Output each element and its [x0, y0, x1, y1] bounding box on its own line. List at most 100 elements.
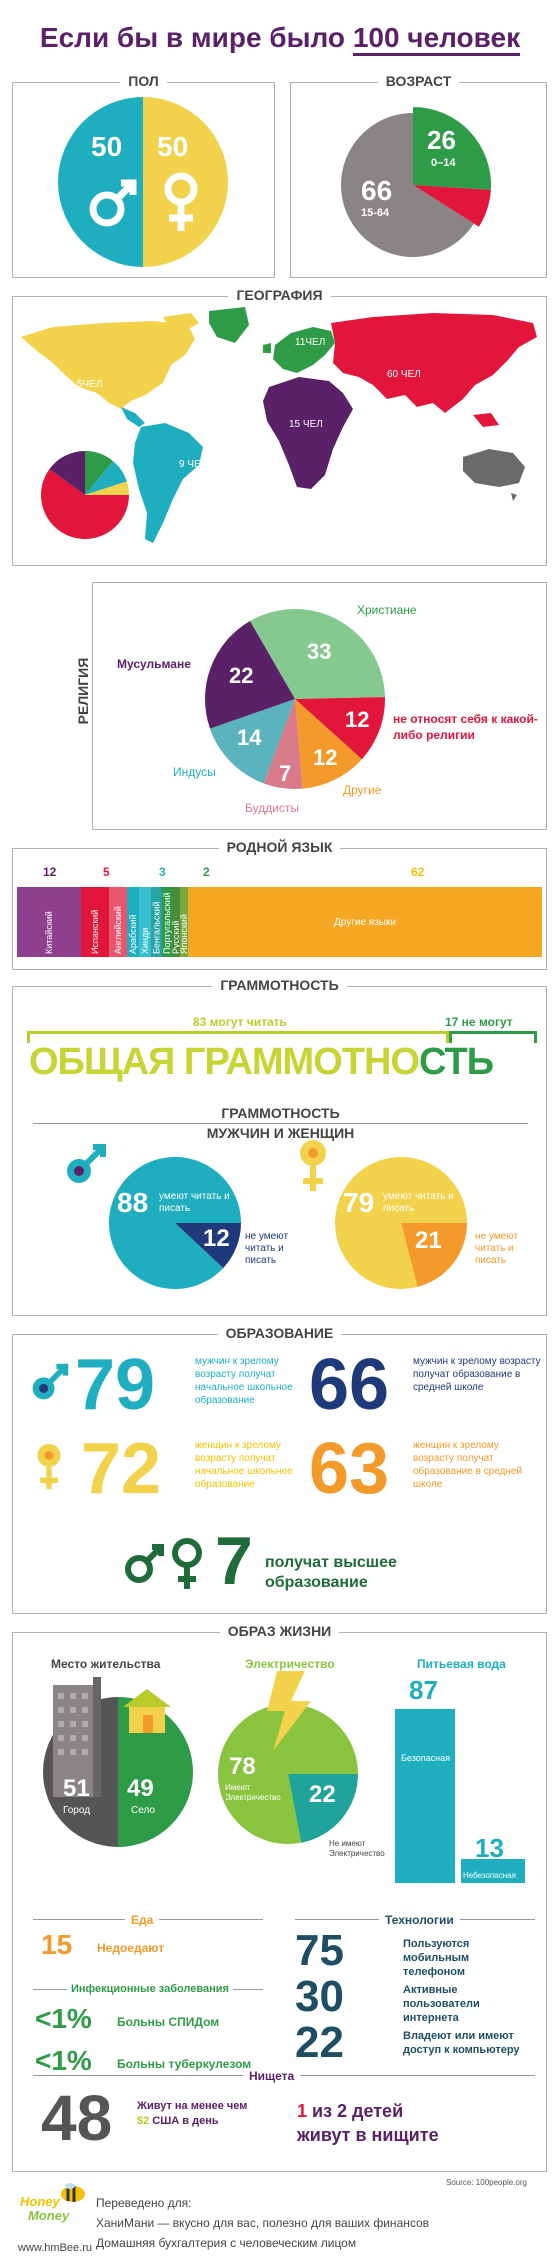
- title-prefix: Если бы в мире было: [39, 22, 353, 53]
- others-value: 12: [313, 745, 338, 770]
- footer-line2: ХаниМани — вкусно для вас, полезно для в…: [96, 2216, 430, 2230]
- poverty-label-b: США в день: [149, 2115, 219, 2127]
- geography-panel: ГЕОГРАФИЯ 5ЧЕЛ 11ЧЕЛ 60 ЧЕЛ 15 ЧЕЛ 9 ЧЕЛ: [12, 287, 547, 566]
- rel-slice-hindus: [210, 699, 295, 784]
- water-safe-label: Безопасная: [401, 1753, 450, 1763]
- label-asia: 60 ЧЕЛ: [387, 369, 421, 380]
- electricity-pie: [218, 1704, 358, 1844]
- el-no-slice: [288, 1774, 358, 1843]
- bee-icon: [61, 2183, 85, 2202]
- women-can-slice: [335, 1157, 467, 1289]
- age-a-value: 26: [427, 125, 456, 155]
- women-cannot-label: не умеют читать и писать: [475, 1231, 519, 1266]
- footer-site[interactable]: www.hmBee.ru: [18, 2242, 92, 2254]
- women-literacy-pie: [335, 1157, 467, 1289]
- lang-bengali: Бенгальский: [151, 887, 162, 957]
- residence-title: Место жительства: [51, 1657, 161, 1671]
- label-north-america: 5ЧЕЛ: [77, 379, 103, 390]
- label-europe: 11ЧЕЛ: [295, 337, 326, 348]
- religion-pie: [205, 609, 385, 789]
- lang-spanish: Испанский: [81, 887, 109, 957]
- hindus-value: 14: [237, 725, 262, 750]
- infect-title: Инфекционные заболевания: [67, 1983, 233, 1995]
- muslims-value: 22: [229, 663, 254, 688]
- women-cannot-slice: [401, 1223, 467, 1287]
- geo-slice-asia: [41, 469, 129, 539]
- label-africa: 15 ЧЕЛ: [289, 419, 323, 430]
- cannot-read-bracket: [449, 1031, 537, 1043]
- food-title: Еда: [125, 1913, 160, 1927]
- lang-num-arabic: 2: [203, 865, 210, 879]
- poverty-label-money: $2: [137, 2115, 150, 2127]
- male-small-icon: [67, 1144, 106, 1183]
- age-c-value: 66: [361, 175, 393, 206]
- language-bar: Китайский Испанский Английский Арабский …: [17, 887, 542, 957]
- logo-money: Money: [28, 2208, 70, 2223]
- lang-english: Английский: [109, 887, 127, 957]
- men-cannot-label: не умеют читать и писать: [245, 1231, 289, 1266]
- rel-slice-christians: [250, 609, 385, 699]
- mobile-value: 75: [295, 1926, 344, 1975]
- rel-slice-buddhists: [263, 699, 303, 789]
- poverty-value: 48: [41, 2082, 113, 2154]
- nonrel-value: 12: [345, 707, 370, 732]
- m-primary-value: 79: [75, 1345, 156, 1425]
- title-highlight: 100 человек: [352, 22, 521, 56]
- rel-slice-others: [295, 699, 362, 789]
- f-secondary-value: 63: [309, 1429, 390, 1509]
- age-b-value: 08: [497, 169, 526, 199]
- computer-label: Владеют или имеют доступ к компьютеру: [403, 2030, 520, 2056]
- page-title: Если бы в мире было 100 человек: [0, 22, 560, 56]
- religion-title: РЕЛИГИЯ: [75, 651, 91, 731]
- higher-label: получат высшее образование: [265, 1554, 397, 1591]
- others-label: Другие: [343, 783, 382, 797]
- kids-label-a: из 2 детей: [307, 2101, 404, 2121]
- rel-slice-muslims: [205, 621, 295, 729]
- el-yes-label: Имеют Электричество: [225, 1783, 281, 1802]
- el-yes-slice: [218, 1704, 358, 1844]
- literacy-panel: ГРАММОТНОСТЬ 83 могут читать 17 не могут…: [12, 977, 547, 1316]
- kids-label-b: живут в нищите: [297, 2125, 439, 2145]
- men-can-label: умеют читать и писать: [159, 1191, 230, 1214]
- education-title: ОБРАЗОВАНИЕ: [217, 1325, 342, 1341]
- language-panel: РОДНОЙ ЯЗЫК 12 5 3 2 62 Китайский Испанс…: [12, 839, 547, 970]
- el-no-label: Не имеют Электричество: [329, 1839, 385, 1858]
- water-unsafe-bar: [461, 1859, 525, 1883]
- city-value: 51: [63, 1775, 90, 1802]
- computer-value: 22: [295, 2018, 344, 2067]
- kids-line1: 1 из 2 детей: [297, 2101, 403, 2122]
- lang-num-chinese: 12: [43, 865, 57, 879]
- footer-line3: Домашняя бухгалтерия с человеческим лицо…: [96, 2236, 357, 2250]
- aids-label: Больны СПИДом: [117, 2015, 220, 2029]
- women-can-label: умеют читать и писать: [383, 1191, 454, 1214]
- male-female-higher-icon: [125, 1538, 202, 1589]
- f-primary-label: женщин к зрелому возрасту получат началь…: [195, 1440, 293, 1490]
- can-read-bracket: [27, 1031, 449, 1043]
- water-unsafe-value: 13: [475, 1833, 504, 1863]
- nonrel-label: не относят себя к какой-либо религии: [393, 712, 538, 742]
- age-panel: ВОЗРАСТ 26 0–14 08 65 + 66 15-64: [290, 73, 547, 278]
- lang-other: Другие языки: [188, 887, 542, 957]
- age-slice-b: [413, 185, 491, 227]
- can-read-label: 83 могут читать: [193, 1015, 287, 1029]
- literacy-title: ГРАММОТНОСТЬ: [212, 977, 347, 993]
- muslims-label: Мусульмане: [117, 657, 191, 671]
- label-south-america: 9 ЧЕЛ: [179, 459, 208, 470]
- buddhists-value: 7: [279, 761, 292, 786]
- aids-value: <1%: [35, 2003, 92, 2034]
- age-slice-a: [413, 107, 491, 190]
- men-can-value: 88: [117, 1187, 149, 1218]
- gender-chart: [58, 97, 228, 267]
- female-edu-icon: [37, 1443, 61, 1490]
- lifestyle-panel: ОБРАЗ ЖИЗНИ Место жительства Электричест…: [12, 1623, 547, 2172]
- m-secondary-label: мужчин к зрелому возрасту получат образо…: [413, 1356, 541, 1393]
- buddhists-label: Буддисты: [245, 801, 300, 815]
- language-title: РОДНОЙ ЯЗЫК: [218, 839, 341, 855]
- men-can-slice: [108, 1157, 241, 1289]
- lang-num-english: 3: [159, 865, 166, 879]
- kids-num: 1: [297, 2101, 308, 2121]
- lang-arabic: Арабский: [127, 887, 139, 957]
- tb-label: Больны туберкулезом: [117, 2057, 252, 2071]
- water-safe-bar: [395, 1709, 455, 1883]
- higher-value: 7: [215, 1523, 253, 1599]
